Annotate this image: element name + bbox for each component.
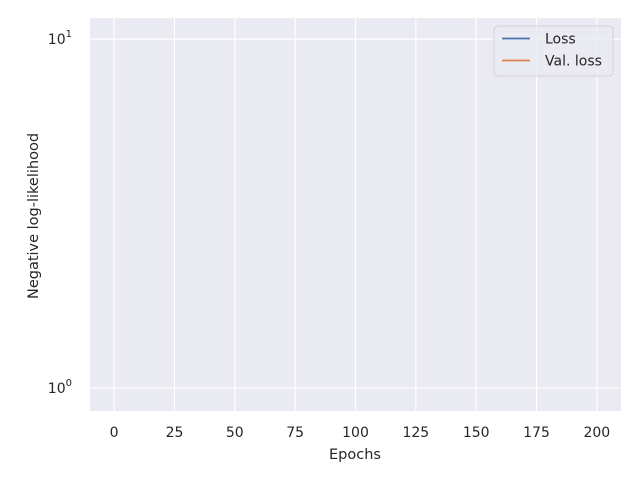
x-tick-label: 125 [402,425,429,441]
x-tick-label: 75 [286,425,304,441]
x-tick-label: 25 [166,425,184,441]
x-axis-label: Epochs [329,447,381,463]
x-tick-label: 200 [583,425,610,441]
y-tick-labels: 100 101 [48,29,72,397]
x-tick-label: 150 [463,425,490,441]
x-tick-label: 0 [110,425,119,441]
x-tick-labels: 0 25 50 75 100 125 150 175 200 [110,425,611,441]
y-axis-label: Negative log-likelihood [26,133,42,299]
x-tick-label: 100 [342,425,369,441]
legend-label-val-loss: Val. loss [545,54,602,70]
x-tick-label: 50 [226,425,244,441]
x-tick-label: 175 [523,425,550,441]
y-tick-label: 100 [48,378,72,397]
legend-label-loss: Loss [545,32,576,48]
y-tick-label: 101 [48,29,72,48]
legend: Loss Val. loss [493,25,614,77]
